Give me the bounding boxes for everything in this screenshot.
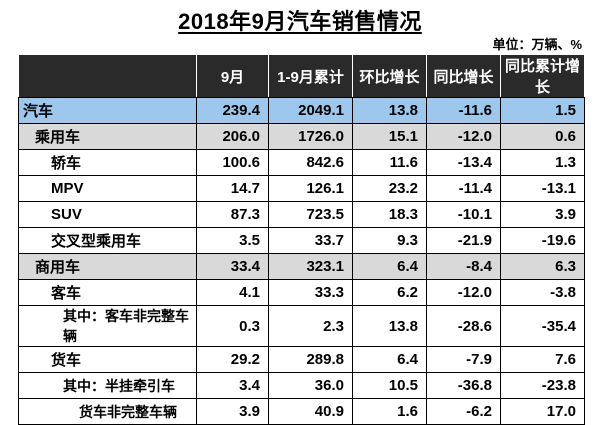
yoy-growth-value: -8.4 — [426, 253, 501, 280]
cumulative-value: 2.3 — [268, 305, 353, 347]
mom-growth-value: 18.3 — [352, 201, 427, 228]
unit-note: 单位：万辆、% — [492, 37, 582, 52]
month-value: 14.7 — [196, 175, 269, 202]
mom-growth-value: 15.1 — [352, 123, 427, 150]
cumulative-value: 40.9 — [268, 398, 353, 425]
yoy-growth-value: -6.2 — [426, 398, 501, 425]
yoy-cumulative-value: 6.3 — [500, 253, 585, 280]
header-yoy-growth: 同比增长 — [426, 54, 501, 98]
yoy-growth-value: -7.9 — [426, 346, 501, 373]
yoy-cumulative-value: 1.5 — [500, 97, 585, 124]
cumulative-value: 2049.1 — [268, 97, 353, 124]
cumulative-value: 33.3 — [268, 279, 353, 306]
header-yoy-cumulative-growth: 同比累计增长 — [500, 54, 585, 98]
yoy-growth-value: -11.6 — [426, 97, 501, 124]
mom-growth-value: 13.8 — [352, 97, 427, 124]
row-label: SUV — [18, 201, 197, 228]
sales-table: 9月 1-9月累计 环比增长 同比增长 同比累计增长 汽车 239.4 2049.1… — [18, 54, 585, 425]
table-row: 乘用车 206.0 1726.0 15.1 -12.0 0.6 — [18, 123, 585, 150]
table-body: 汽车 239.4 2049.1 13.8 -11.6 1.5 乘用车 206.0 1726.0 1… — [18, 97, 585, 425]
mom-growth-value: 23.2 — [352, 175, 427, 202]
row-label: 商用车 — [18, 253, 197, 280]
mom-growth-value: 6.4 — [352, 253, 427, 280]
header-label-column — [18, 54, 197, 98]
yoy-growth-value: -36.8 — [426, 372, 501, 399]
yoy-growth-value: -11.4 — [426, 175, 501, 202]
yoy-cumulative-value: 17.0 — [500, 398, 585, 425]
cumulative-value: 126.1 — [268, 175, 353, 202]
table-row: MPV 14.7 126.1 23.2 -11.4 -13.1 — [18, 175, 585, 202]
month-value: 239.4 — [196, 97, 269, 124]
mom-growth-value: 6.2 — [352, 279, 427, 306]
table-row: 轿车 100.6 842.6 11.6 -13.4 1.3 — [18, 149, 585, 176]
mom-growth-value: 6.4 — [352, 346, 427, 373]
yoy-growth-value: -28.6 — [426, 305, 501, 347]
cumulative-value: 842.6 — [268, 149, 353, 176]
yoy-cumulative-value: -19.6 — [500, 227, 585, 254]
yoy-growth-value: -12.0 — [426, 279, 501, 306]
yoy-growth-value: -21.9 — [426, 227, 501, 254]
month-value: 206.0 — [196, 123, 269, 150]
month-value: 87.3 — [196, 201, 269, 228]
row-label: 乘用车 — [18, 123, 197, 150]
yoy-cumulative-value: -35.4 — [500, 305, 585, 347]
yoy-cumulative-value: 7.6 — [500, 346, 585, 373]
table-row: 货车非完整车辆 3.9 40.9 1.6 -6.2 17.0 — [18, 398, 585, 425]
yoy-cumulative-value: -23.8 — [500, 372, 585, 399]
mom-growth-value: 11.6 — [352, 149, 427, 176]
mom-growth-value: 1.6 — [352, 398, 427, 425]
yoy-cumulative-value: 1.3 — [500, 149, 585, 176]
row-label: 客车 — [18, 279, 197, 306]
cumulative-value: 723.5 — [268, 201, 353, 228]
row-label: 货车非完整车辆 — [18, 398, 197, 425]
yoy-cumulative-value: 0.6 — [500, 123, 585, 150]
yoy-growth-value: -13.4 — [426, 149, 501, 176]
header-cumulative: 1-9月累计 — [268, 54, 353, 98]
row-label: 轿车 — [18, 149, 197, 176]
row-label: MPV — [18, 175, 197, 202]
table-row: 货车 29.2 289.8 6.4 -7.9 7.6 — [18, 346, 585, 373]
table-row: 汽车 239.4 2049.1 13.8 -11.6 1.5 — [18, 97, 585, 124]
header-mom-growth: 环比增长 — [352, 54, 427, 98]
row-label: 交叉型乘用车 — [18, 227, 197, 254]
month-value: 29.2 — [196, 346, 269, 373]
table-row: 其中：客车非完整车辆 0.3 2.3 13.8 -28.6 -35.4 — [18, 305, 585, 347]
month-value: 3.9 — [196, 398, 269, 425]
month-value: 4.1 — [196, 279, 269, 306]
table-row: 客车 4.1 33.3 6.2 -12.0 -3.8 — [18, 279, 585, 306]
cumulative-value: 33.7 — [268, 227, 353, 254]
cumulative-value: 323.1 — [268, 253, 353, 280]
row-label: 其中：半挂牵引车 — [18, 372, 197, 399]
header-month: 9月 — [196, 54, 269, 98]
cumulative-value: 36.0 — [268, 372, 353, 399]
table-row: 商用车 33.4 323.1 6.4 -8.4 6.3 — [18, 253, 585, 280]
yoy-cumulative-value: -13.1 — [500, 175, 585, 202]
cumulative-value: 289.8 — [268, 346, 353, 373]
month-value: 100.6 — [196, 149, 269, 176]
month-value: 33.4 — [196, 253, 269, 280]
month-value: 0.3 — [196, 305, 269, 347]
mom-growth-value: 10.5 — [352, 372, 427, 399]
row-label: 汽车 — [18, 97, 197, 124]
yoy-growth-value: -10.1 — [426, 201, 501, 228]
row-label: 货车 — [18, 346, 197, 373]
table-row: 其中：半挂牵引车 3.4 36.0 10.5 -36.8 -23.8 — [18, 372, 585, 399]
yoy-growth-value: -12.0 — [426, 123, 501, 150]
yoy-cumulative-value: 3.9 — [500, 201, 585, 228]
page-title: 2018年9月汽车销售情况 — [178, 9, 422, 34]
month-value: 3.4 — [196, 372, 269, 399]
mom-growth-value: 9.3 — [352, 227, 427, 254]
mom-growth-value: 13.8 — [352, 305, 427, 347]
table-row: 交叉型乘用车 3.5 33.7 9.3 -21.9 -19.6 — [18, 227, 585, 254]
month-value: 3.5 — [196, 227, 269, 254]
yoy-cumulative-value: -3.8 — [500, 279, 585, 306]
table-header-row: 9月 1-9月累计 环比增长 同比增长 同比累计增长 — [18, 54, 585, 98]
table-row: SUV 87.3 723.5 18.3 -10.1 3.9 — [18, 201, 585, 228]
cumulative-value: 1726.0 — [268, 123, 353, 150]
row-label: 其中：客车非完整车辆 — [18, 305, 197, 347]
